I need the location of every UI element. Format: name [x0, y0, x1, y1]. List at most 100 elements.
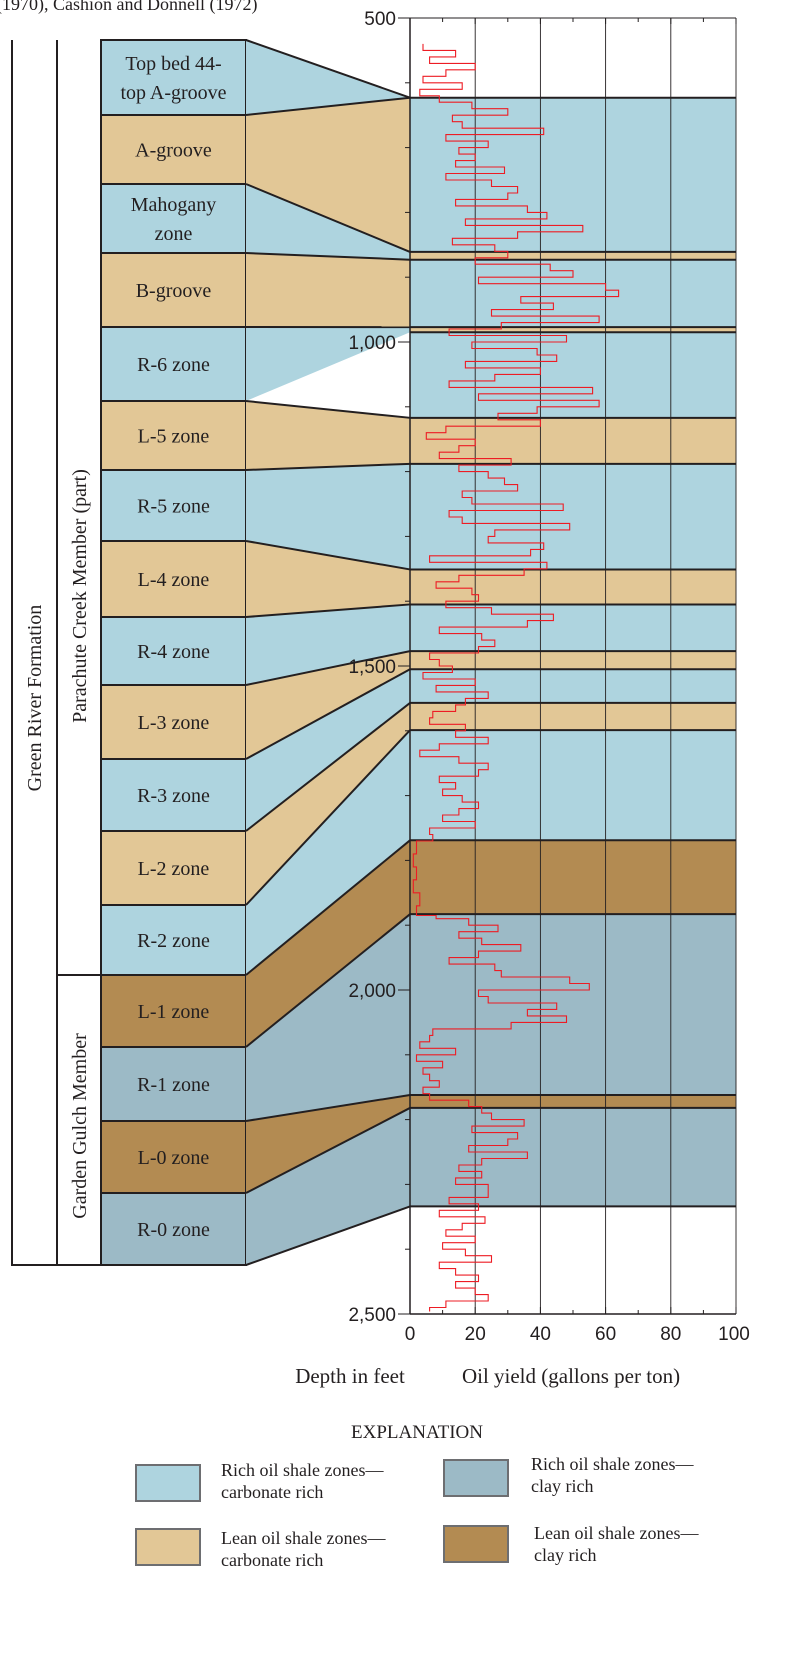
zone-connector-5: [246, 327, 410, 401]
legend-label: clay rich: [534, 1545, 596, 1565]
zone-box-12: [100, 830, 247, 906]
yield-axis-title: Oil yield (gallons per ton): [462, 1364, 680, 1388]
connector-line: [245, 400, 411, 419]
depth-band-11: [410, 669, 736, 703]
zone-box-15: [100, 1046, 247, 1122]
connector-line: [245, 462, 411, 471]
connector-line: [245, 1107, 411, 1194]
depth-band-8: [410, 569, 736, 605]
legend-title: EXPLANATION: [351, 1422, 483, 1443]
caption-fragment-text: (1970), Cashion and Donnell (1972): [0, 0, 257, 15]
depth-band-14: [410, 840, 736, 915]
zone-label: Mahogany: [131, 194, 217, 216]
zone-label: top A-groove: [120, 82, 226, 104]
zone-box-3: [100, 183, 247, 254]
legend-swatch-lean-clay: [443, 1525, 509, 1563]
depth-band-12: [410, 702, 736, 731]
connector-line: [245, 1205, 411, 1266]
zone-connector-16: [246, 1094, 410, 1193]
zone-connector-4: [246, 253, 410, 328]
zone-box-14: [100, 974, 247, 1048]
caption-fragment: (1970), Cashion and Donnell (1972): [0, 0, 257, 15]
yield-tick-label: 40: [530, 1324, 551, 1345]
depth-tick-label: 2,500: [348, 1305, 396, 1326]
legend-label: clay rich: [531, 1476, 593, 1496]
zone-label: R-4 zone: [137, 641, 210, 663]
depth-band-10: [410, 651, 736, 670]
connector-line: [245, 650, 411, 686]
legend-label: Rich oil shale zones—: [531, 1454, 694, 1474]
zone-box-1: [100, 39, 247, 116]
zone-label: A-groove: [135, 140, 212, 162]
legend: EXPLANATION Rich oil shale zones— carbonat…: [135, 1422, 699, 1570]
zone-box-13: [100, 904, 247, 976]
zone-label: L-0 zone: [138, 1147, 210, 1169]
plot-axes: 500 1,000 1,500 2,000 2,500 0 20 40 60 80 100 Depth…: [295, 9, 750, 1388]
zone-correlation-lines: [245, 39, 411, 1266]
depth-band-1: [410, 97, 736, 252]
yield-tick-label: 20: [465, 1324, 486, 1345]
connector-line: [245, 252, 411, 261]
zone-connector-7: [246, 463, 410, 570]
legend-label: carbonate rich: [221, 1482, 323, 1502]
zone-box-8: [100, 540, 247, 618]
depth-tick-label: 500: [364, 9, 396, 30]
zone-connector-1: [246, 40, 410, 115]
zone-label: R-3 zone: [137, 785, 210, 807]
depth-band-7: [410, 463, 736, 570]
connector-line: [245, 668, 411, 760]
zone-box-17: [100, 1192, 247, 1266]
yield-tick-label: 100: [718, 1324, 750, 1345]
zone-connector-2: [246, 97, 410, 252]
zone-connector-14: [246, 840, 410, 1047]
zone-label: Top bed 44-: [125, 53, 221, 75]
connector-line: [245, 729, 411, 906]
legend-swatch-rich-carbonate: [135, 1464, 201, 1502]
depth-band-9: [410, 604, 736, 652]
zone-connector-17: [246, 1107, 410, 1265]
legend-label: Lean oil shale zones—: [221, 1528, 386, 1548]
zone-connector-15: [246, 914, 410, 1121]
zone-label: L-5 zone: [138, 426, 210, 448]
member-name-garden-gulch: Garden Gulch Member: [69, 1033, 91, 1219]
zone-box-9: [100, 616, 247, 686]
zone-box-16: [100, 1120, 247, 1194]
zone-connector-6: [246, 401, 410, 470]
connector-line: [245, 839, 411, 976]
zone-label: L-2 zone: [138, 858, 210, 880]
zone-connector-10: [246, 651, 410, 759]
zone-box-10: [100, 684, 247, 760]
depth-tick-label: 1,000: [348, 333, 396, 354]
connector-line: [245, 39, 411, 99]
connector-line: [245, 540, 411, 571]
legend-swatch-lean-carbonate: [135, 1528, 201, 1566]
oil-yield-plot: [410, 18, 737, 1314]
zone-label: R-1 zone: [137, 1074, 210, 1096]
zone-connector-9: [246, 604, 410, 685]
zone-column: Top bed 44- top A-groove A-groove Mahogany z…: [100, 39, 247, 1266]
connector-line: [245, 913, 411, 1048]
legend-label: carbonate rich: [221, 1550, 323, 1570]
zone-label: L-1 zone: [138, 1001, 210, 1023]
depth-band-6: [410, 417, 736, 464]
zone-connector-8: [246, 541, 410, 617]
yield-tick-label: 60: [595, 1324, 616, 1345]
zone-label: L-3 zone: [138, 712, 210, 734]
zone-label: B-groove: [136, 280, 212, 302]
yield-tick-label: 0: [405, 1324, 416, 1345]
connector-line: [245, 603, 411, 618]
legend-swatch-rich-clay: [443, 1459, 509, 1497]
zone-label: zone: [155, 223, 193, 245]
connector-line: [245, 1093, 411, 1122]
depth-tick-label: 2,000: [348, 981, 396, 1002]
yield-tick-label: 80: [660, 1324, 681, 1345]
zone-label: R-0 zone: [137, 1219, 210, 1241]
zone-connector-12: [246, 702, 410, 905]
formation-bracket: [11, 40, 101, 1266]
connector-line: [245, 96, 411, 116]
stratigraphic-columns: Green River Formation Parachute Creek Mem…: [11, 40, 101, 1266]
formation-name: Green River Formation: [24, 605, 46, 792]
depth-tick-label: 1,500: [348, 657, 396, 678]
depth-band-3: [410, 259, 736, 328]
